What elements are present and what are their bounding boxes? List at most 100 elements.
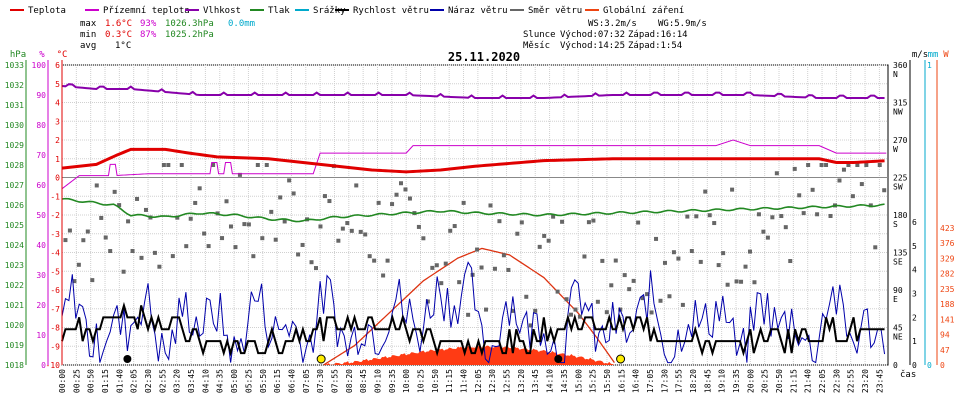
ms-tick-label: 3: [912, 290, 917, 299]
wind-direction-point: [457, 280, 462, 285]
wind-direction-point: [689, 249, 694, 254]
wind-direction-point: [220, 236, 225, 241]
wind-direction-point: [434, 263, 439, 268]
wind-direction-point: [577, 314, 582, 319]
wind-direction-point: [555, 289, 560, 294]
x-tick-label: 11:40: [460, 369, 469, 393]
c-tick-label: 2: [55, 136, 60, 145]
wind-direction-point: [774, 171, 779, 176]
info-ws: WS:3.2m/s: [588, 19, 637, 29]
wind-direction-point: [882, 188, 887, 193]
direction-tick-label: 225: [893, 174, 908, 183]
x-tick-label: 02:55: [158, 369, 167, 393]
w-tick-label: 235: [940, 285, 955, 294]
wind-direction-point: [685, 214, 690, 219]
x-tick-label: 18:20: [689, 369, 698, 393]
x-tick-label: 09:35: [388, 369, 397, 393]
hpa-tick-label: 1022: [5, 281, 24, 290]
pct-tick-label: 100: [32, 61, 47, 70]
wind-direction-point: [479, 265, 484, 270]
wind-direction-point: [103, 235, 108, 240]
wind-direction-point: [251, 254, 256, 259]
wind-direction-point: [551, 214, 556, 219]
direction-compass-label: W: [893, 145, 898, 154]
wind-direction-point: [313, 266, 318, 271]
direction-tick-label: 270: [893, 136, 908, 145]
wind-direction-point: [591, 218, 596, 223]
wind-direction-point: [636, 220, 641, 225]
wind-direction-point: [739, 279, 744, 284]
legend-label: Náraz větru: [448, 6, 508, 16]
direction-tick-label: 315: [893, 99, 908, 108]
mm-axis-label: mm: [928, 50, 939, 60]
wind-direction-point: [492, 266, 497, 271]
legend-label: Vlhkost: [203, 6, 241, 16]
wind-direction-point: [497, 219, 502, 224]
c-tick-label: 4: [55, 99, 60, 108]
w-tick-label: 423: [940, 224, 955, 233]
x-tick-label: 03:45: [187, 369, 196, 393]
wind-direction-point: [797, 193, 802, 198]
wind-direction-point: [506, 267, 511, 272]
wind-direction-point: [403, 187, 408, 192]
wind-direction-point: [515, 231, 520, 236]
x-tick-label: 07:30: [316, 369, 325, 393]
wind-direction-point: [130, 248, 135, 253]
stat-max-temp: 1.6°C: [105, 19, 132, 29]
wind-direction-point: [184, 244, 189, 249]
c-tick-label: 6: [55, 61, 60, 70]
wind-direction-point: [175, 215, 180, 220]
wind-direction-point: [349, 228, 354, 233]
x-tick-label: 20:50: [775, 369, 784, 393]
wind-direction-point: [161, 163, 166, 167]
direction-tick-label: 45: [893, 324, 903, 333]
wind-direction-point: [846, 163, 851, 167]
wind-direction-point: [157, 264, 162, 269]
wind-direction-point: [287, 178, 292, 183]
wind-direction-point: [877, 163, 882, 167]
wind-direction-point: [340, 226, 345, 231]
x-tick-label: 21:15: [789, 369, 798, 393]
wind-direction-point: [117, 203, 122, 208]
wind-direction-point: [233, 245, 238, 250]
wind-direction-point: [309, 260, 314, 265]
legend-label: Teplota: [28, 6, 66, 16]
wind-direction-point: [640, 296, 645, 301]
x-tick-label: 06:40: [287, 369, 296, 393]
info-moonset: Západ:1:54: [628, 41, 682, 51]
hpa-tick-label: 1025: [5, 221, 24, 230]
wind-direction-point: [291, 191, 296, 196]
direction-tick-label: 135: [893, 249, 908, 258]
wind-direction-point: [600, 258, 605, 263]
wind-direction-point: [121, 269, 126, 274]
x-tick-label: 05:25: [244, 369, 253, 393]
wind-direction-point: [390, 202, 395, 207]
legend-label: Rychlost větru: [353, 6, 429, 16]
x-tick-label: 13:45: [531, 369, 540, 393]
w-tick-label: 376: [940, 239, 955, 248]
wind-direction-point: [662, 260, 667, 265]
hpa-tick-label: 1021: [5, 301, 24, 310]
wind-direction-point: [407, 196, 412, 201]
wind-direction-point: [622, 273, 627, 278]
wind-direction-point: [819, 163, 824, 167]
x-axis-label: čas: [900, 369, 916, 380]
x-tick-label: 07:05: [302, 369, 311, 393]
wind-direction-point: [269, 209, 274, 214]
hpa-tick-label: 1020: [5, 321, 24, 330]
legend-label: Globální záření: [603, 6, 684, 16]
wind-direction-point: [649, 310, 654, 315]
wind-direction-point: [135, 196, 140, 201]
wind-direction-point: [166, 163, 171, 167]
pct-tick-label: 80: [36, 121, 46, 130]
wind-direction-point: [466, 312, 471, 317]
w-tick-label: 94: [940, 331, 950, 340]
x-tick-label: 14:35: [560, 369, 569, 393]
hpa-tick-label: 1024: [5, 241, 24, 250]
x-tick-label: 04:35: [216, 369, 225, 393]
stat-min-pressure: 1025.2hPa: [165, 30, 214, 40]
x-tick-label: 08:20: [345, 369, 354, 393]
hpa-axis-label: hPa: [10, 50, 26, 60]
stat-max-rain: 0.0mm: [228, 19, 255, 29]
